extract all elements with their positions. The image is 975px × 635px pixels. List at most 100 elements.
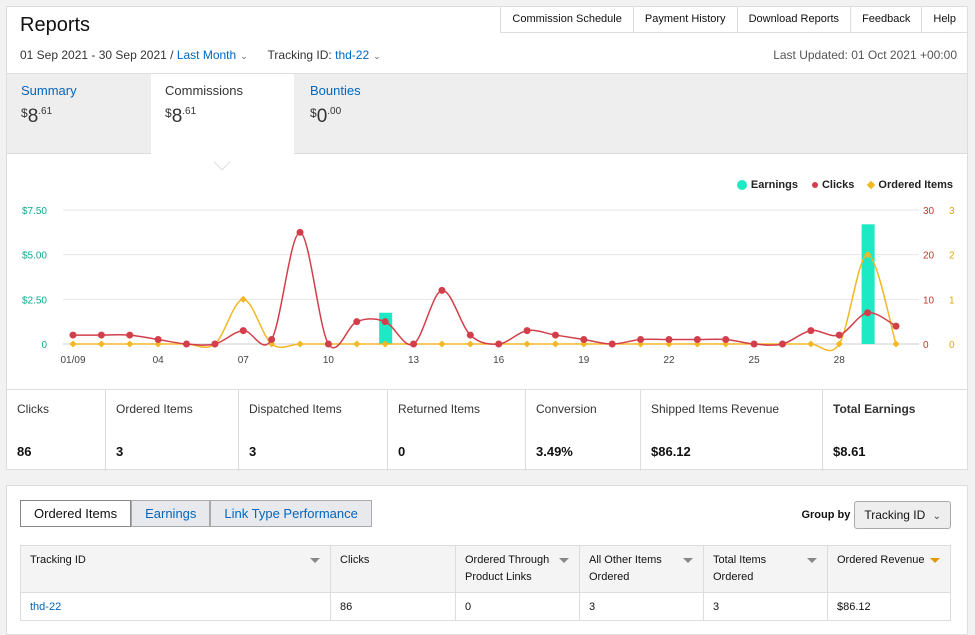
reports-panel: Reports Commission Schedule Payment Hist… (6, 6, 968, 471)
col-total-items[interactable]: Total Items Ordered (703, 545, 828, 593)
clicks-point (381, 318, 389, 326)
metric-shipped-revenue: Shipped Items Revenue $86.12 (641, 390, 823, 471)
ordered-items-point (807, 340, 815, 348)
y-left-tick-label: $5.00 (22, 251, 47, 262)
cell-total-items: 3 (703, 592, 828, 621)
tab-link-type-performance[interactable]: Link Type Performance (210, 500, 372, 527)
earnings-dot-icon (736, 180, 747, 191)
ordered-diamond-icon (867, 180, 876, 190)
clicks-point (296, 228, 304, 236)
y-left-tick-label: $2.50 (22, 295, 47, 306)
tab-earnings[interactable]: Earnings (131, 500, 211, 527)
ordered-items-point (97, 340, 105, 348)
ordered-items-point (438, 340, 446, 348)
feedback-link[interactable]: Feedback (850, 7, 922, 33)
y-ordered-tick-label: 3 (949, 206, 955, 217)
x-tick-label: 28 (834, 355, 846, 366)
clicks-point (126, 331, 134, 339)
clicks-point (580, 336, 588, 344)
sort-icon[interactable] (559, 558, 569, 563)
col-clicks[interactable]: Clicks (330, 545, 456, 593)
x-tick-label: 13 (408, 355, 420, 366)
clicks-point (637, 336, 645, 344)
cell-ordered-revenue: $86.12 (827, 592, 951, 621)
y-left-tick-label: 0 (41, 340, 47, 351)
clicks-point (154, 336, 162, 344)
x-tick-label: 10 (323, 355, 335, 366)
tab-summary[interactable]: Summary $8.61 (7, 74, 151, 154)
clicks-point (97, 331, 105, 339)
chevron-down-icon: ⌄ (932, 511, 941, 522)
cell-tracking-id[interactable]: thd-22 (20, 592, 331, 621)
ordered-items-point (353, 340, 361, 348)
clicks-point (495, 340, 503, 348)
clicks-point (608, 340, 616, 348)
ordered-items-point (466, 340, 474, 348)
clicks-point (523, 327, 531, 335)
col-ordered-revenue[interactable]: Ordered Revenue (827, 545, 951, 593)
clicks-point (665, 336, 673, 344)
y-clicks-tick-label: 20 (923, 251, 935, 262)
col-all-other-items[interactable]: All Other Items Ordered (579, 545, 704, 593)
help-link[interactable]: Help (921, 7, 967, 33)
ordered-items-point (69, 340, 77, 348)
col-tracking-id[interactable]: Tracking ID (20, 545, 331, 593)
ordered-items-point (835, 340, 843, 348)
date-filter-row: 01 Sep 2021 - 30 Sep 2021 / Last Month ⌄ … (20, 48, 381, 62)
metric-ordered-items: Ordered Items 3 (106, 390, 239, 471)
legend-earnings[interactable]: Earnings (736, 179, 798, 191)
metric-returned-items: Returned Items 0 (388, 390, 526, 471)
results-table: Tracking ID Clicks Ordered Through Produ… (20, 545, 951, 621)
y-clicks-tick-label: 0 (923, 340, 929, 351)
clicks-point (353, 318, 361, 326)
tab-bounties[interactable]: Bounties $0.00 (296, 74, 440, 154)
period-dropdown[interactable]: Last Month (176, 48, 237, 62)
y-ordered-tick-label: 0 (949, 340, 955, 351)
group-by-select[interactable]: Tracking ID ⌄ (854, 501, 951, 529)
sort-icon[interactable] (310, 558, 320, 563)
legend-ordered-items[interactable]: Ordered Items (867, 179, 953, 191)
clicks-point (864, 309, 872, 317)
ordered-items-point (296, 340, 304, 348)
clicks-point (466, 331, 474, 339)
legend-clicks[interactable]: Clicks (811, 179, 854, 191)
clicks-line (73, 231, 897, 349)
metric-clicks: Clicks 86 (7, 390, 106, 471)
tab-label: Bounties (310, 83, 361, 98)
col-ordered-through-links[interactable]: Ordered Through Product Links (455, 545, 580, 593)
clicks-point (778, 340, 786, 348)
earnings-bar (861, 224, 875, 344)
tab-ordered-items[interactable]: Ordered Items (20, 500, 132, 527)
clicks-point (69, 331, 77, 339)
ordered-items-line (72, 253, 897, 352)
clicks-point (324, 340, 332, 348)
ordered-items-point (892, 340, 900, 348)
payment-history-link[interactable]: Payment History (632, 7, 737, 33)
ordered-items-point (523, 340, 531, 348)
commission-schedule-link[interactable]: Commission Schedule (500, 7, 633, 33)
tab-label: Commissions (165, 83, 244, 98)
metric-dispatched-items: Dispatched Items 3 (239, 390, 388, 471)
sort-icon[interactable] (807, 558, 817, 563)
clicks-point (693, 336, 701, 344)
metric-total-earnings: Total Earnings $8.61 (833, 402, 916, 459)
tab-label: Summary (21, 83, 77, 98)
cell-all-other-items: 3 (579, 592, 704, 621)
chevron-down-icon[interactable]: ⌄ (373, 51, 381, 61)
ordered-items-point (551, 340, 559, 348)
tracking-id-dropdown[interactable]: thd-22 (335, 48, 370, 62)
sort-icon[interactable] (683, 558, 693, 563)
table-header-row: Tracking ID Clicks Ordered Through Produ… (20, 545, 951, 593)
download-reports-link[interactable]: Download Reports (736, 7, 851, 33)
chevron-down-icon[interactable]: ⌄ (240, 51, 248, 61)
tab-commissions[interactable]: Commissions $8.61 (151, 74, 294, 158)
tab-amount: $8.61 (165, 106, 197, 127)
clicks-point (239, 327, 247, 335)
sort-icon[interactable] (930, 558, 940, 563)
cell-clicks: 86 (330, 592, 456, 621)
group-by-label: Group by (801, 509, 851, 521)
details-panel: Ordered Items Earnings Link Type Perform… (6, 485, 968, 635)
clicks-point (722, 336, 730, 344)
y-left-tick-label: $7.50 (22, 206, 47, 217)
